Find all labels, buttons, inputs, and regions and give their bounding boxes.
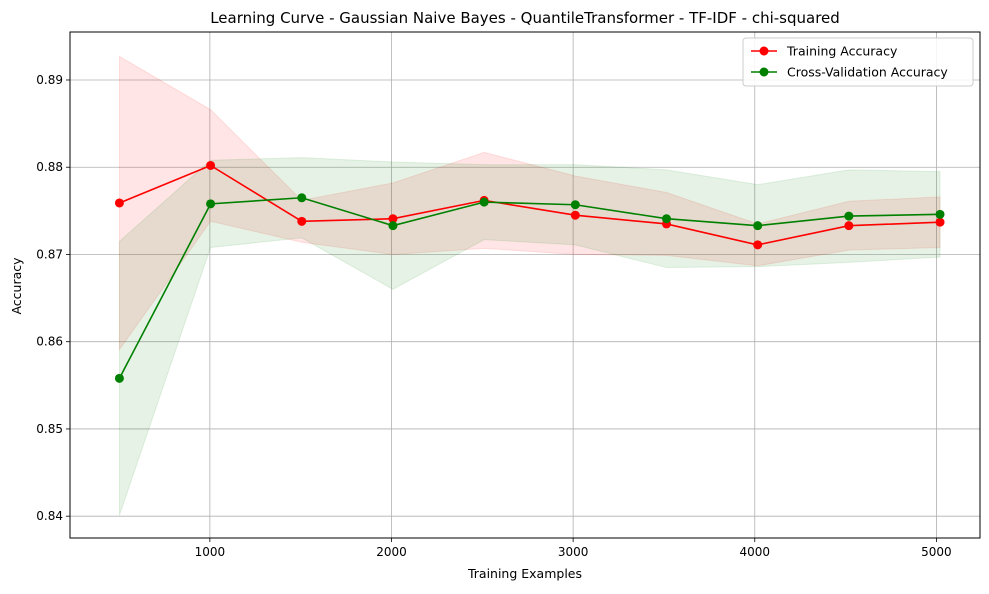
axes-frame (69, 31, 981, 539)
y-tick-label-0: 0.84 (36, 509, 63, 523)
series-0-point-1 (206, 160, 216, 170)
series-0-point-3 (388, 214, 398, 224)
series-0-point-9 (935, 217, 945, 227)
series-1-point-1 (206, 199, 216, 209)
legend-label-0: Training Accuracy (786, 44, 898, 59)
y-axis-label: Accuracy (9, 257, 24, 315)
chart-title: Learning Curve - Gaussian Naive Bayes - … (210, 9, 840, 27)
series-0-point-2 (297, 216, 307, 226)
x-tick-label-2: 3000 (558, 545, 589, 559)
series-1-point-0 (114, 373, 124, 383)
series-1-point-6 (661, 214, 671, 224)
series-1-point-5 (570, 200, 580, 210)
series-line-0 (119, 164, 941, 246)
series-1-point-8 (844, 211, 854, 221)
x-tick-label-1: 2000 (376, 545, 407, 559)
series-band-1 (118, 157, 941, 516)
x-axis-label: Training Examples (467, 566, 582, 581)
legend-swatch-marker-1 (759, 67, 769, 77)
series-1-point-3 (388, 221, 398, 231)
series-1-point-4 (479, 197, 489, 207)
plot-area: 1000 2000 3000 4000 5000 0.84 0.85 0.86 0.87 0.88… (36, 31, 981, 559)
series-0-point-0 (114, 198, 124, 208)
x-tick-label-0: 1000 (195, 545, 226, 559)
x-tick-label-4: 5000 (921, 545, 952, 559)
x-tick-label-3: 4000 (739, 545, 770, 559)
y-tick-label-4: 0.88 (36, 160, 63, 174)
legend-swatch-marker-0 (759, 46, 769, 56)
y-tick-label-5: 0.89 (36, 73, 63, 87)
legend-label-1: Cross-Validation Accuracy (787, 65, 948, 80)
legend: Training Accuracy Cross-Validation Accura… (742, 37, 974, 87)
legend-box (742, 37, 974, 87)
series-1-point-2 (297, 193, 307, 203)
y-tick-label-1: 0.85 (36, 422, 63, 436)
y-tick-label-3: 0.87 (36, 247, 63, 261)
series-0-point-8 (844, 221, 854, 231)
series-line-1 (118, 196, 941, 379)
series-0-point-7 (753, 240, 763, 250)
series-1-point-7 (753, 221, 763, 231)
series-1-point-9 (935, 209, 945, 219)
series-0-point-5 (570, 210, 580, 220)
y-tick-label-2: 0.86 (36, 335, 63, 349)
